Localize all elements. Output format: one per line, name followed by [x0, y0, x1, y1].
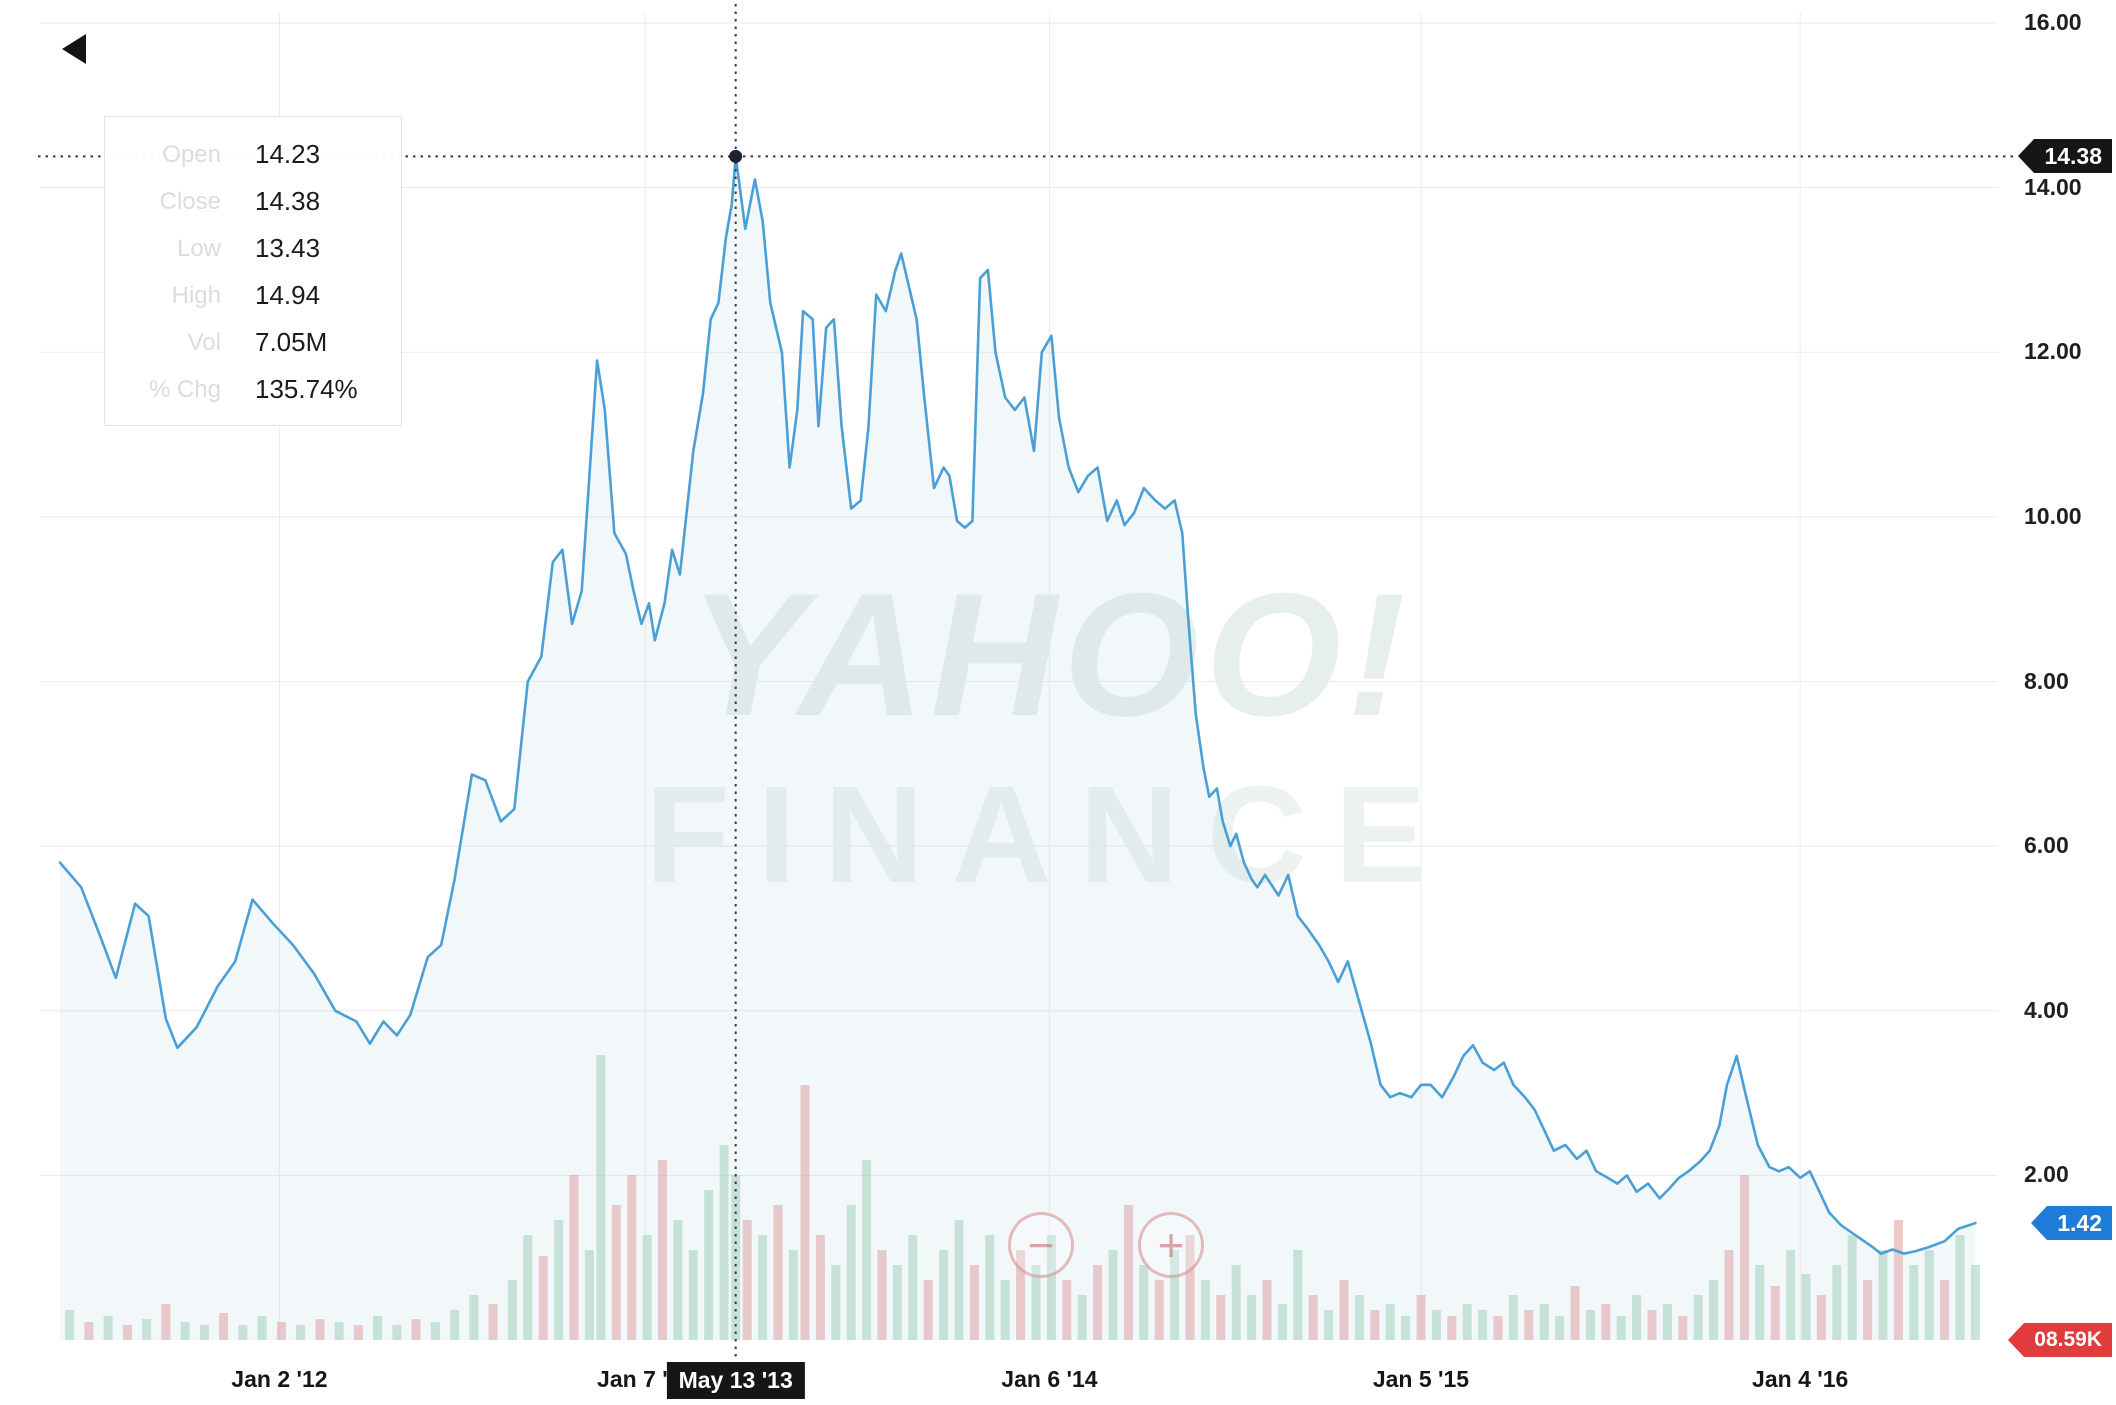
zoom-in-button[interactable]: +	[1138, 1212, 1204, 1278]
crosshair-price-value: 14.38	[2034, 139, 2112, 174]
last-price-value: 1.42	[2047, 1206, 2112, 1241]
tooltip-value: 7.05M	[255, 327, 328, 357]
x-axis-label: Jan 4 '16	[1752, 1366, 1849, 1392]
tooltip-label: Open	[162, 140, 221, 168]
y-axis-label: 6.00	[2024, 832, 2069, 859]
x-axis-label: Jan 5 '15	[1372, 1366, 1470, 1392]
y-axis-label: 2.00	[2024, 1161, 2069, 1188]
y-axis-label: 16.00	[2024, 9, 2082, 35]
y-axis-label: 8.00	[2024, 667, 2069, 694]
last-price-badge: 1.42	[2031, 1206, 2112, 1241]
tooltip-label: Vol	[187, 328, 221, 356]
y-axis-label: 10.00	[2024, 502, 2082, 529]
tooltip-label: % Chg	[148, 375, 221, 403]
tooltip-row: Vol 7.05M	[119, 319, 383, 366]
x-axis-label: Jan 2 '12	[231, 1366, 328, 1392]
volume-value: 08.59K	[2024, 1323, 2112, 1357]
tooltip-value: 135.74%	[255, 374, 358, 404]
tooltip-row: Open 14.23	[119, 131, 383, 178]
tooltip-value: 14.38	[255, 186, 321, 216]
badge-arrow-left-icon	[2031, 1206, 2048, 1241]
y-axis-label: 14.00	[2024, 173, 2082, 200]
crosshair-date-badge: May 13 '13	[666, 1362, 805, 1399]
tooltip-value: 14.23	[255, 139, 321, 169]
zoom-out-button[interactable]: −	[1008, 1212, 1074, 1278]
tooltip-label: Low	[176, 234, 221, 262]
back-arrow-icon[interactable]	[62, 34, 86, 64]
tooltip-row: High 14.94	[119, 272, 383, 319]
tooltip-value: 14.94	[255, 280, 321, 310]
tooltip-label: High	[171, 281, 221, 309]
tooltip-row: % Chg 135.74%	[119, 366, 383, 413]
tooltip-value: 13.43	[255, 233, 321, 263]
tooltip-row: Low 13.43	[119, 225, 383, 272]
y-axis-label: 12.00	[2024, 338, 2082, 365]
y-axis-label: 4.00	[2024, 996, 2069, 1023]
crosshair-price-badge: 14.38	[2018, 139, 2112, 174]
tooltip-label: Close	[159, 187, 221, 215]
tooltip-row: Close 14.38	[119, 178, 383, 225]
badge-arrow-left-icon	[2008, 1323, 2025, 1357]
ohlc-tooltip: Open 14.23 Close 14.38 Low 13.43 High 14…	[104, 116, 402, 426]
volume-badge: 08.59K	[2008, 1323, 2112, 1357]
badge-arrow-left-icon	[2018, 139, 2035, 174]
x-axis-label: Jan 6 '14	[1001, 1366, 1098, 1392]
